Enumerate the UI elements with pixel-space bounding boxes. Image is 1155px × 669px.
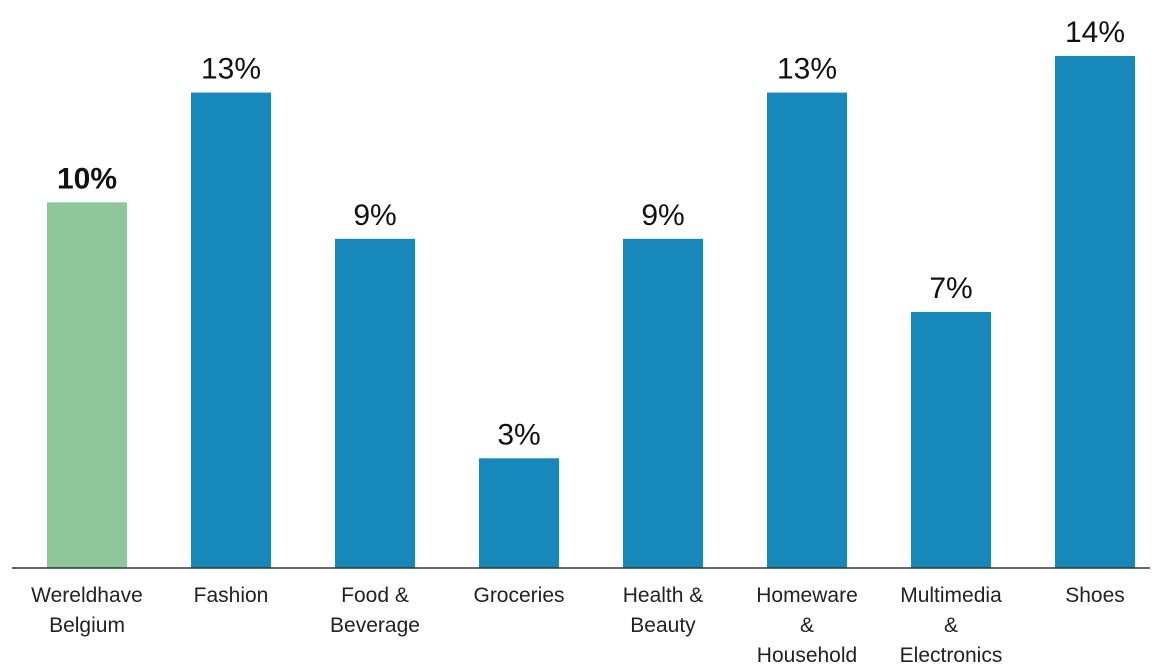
- bars-group: [47, 56, 1135, 569]
- category-label-4-line-0: Health &: [623, 584, 704, 607]
- bar-1: [191, 92, 271, 569]
- value-label-6: 7%: [929, 272, 972, 305]
- bar-4: [623, 238, 703, 568]
- bar-2: [335, 238, 415, 568]
- value-labels-group: 10% 13% 9% 3% 9% 13% 7% 14%: [57, 16, 1125, 451]
- category-label-2: Food & Beverage: [330, 584, 420, 637]
- category-label-2-line-0: Food &: [341, 584, 409, 607]
- value-label-0: 10%: [57, 162, 117, 195]
- value-label-2: 9%: [353, 199, 396, 232]
- category-labels-group: Wereldhave Belgium Fashion Food & Beverage Gr…: [31, 584, 1125, 667]
- category-label-3: Groceries: [473, 584, 564, 607]
- value-label-3: 3%: [497, 418, 540, 451]
- bar-0: [47, 202, 127, 569]
- value-label-7: 14%: [1065, 16, 1125, 49]
- category-label-5: Homeware & Household: [756, 584, 858, 667]
- category-label-0-line-0: Wereldhave: [31, 584, 143, 607]
- category-label-0: Wereldhave Belgium: [31, 584, 143, 637]
- value-label-1: 13%: [201, 53, 261, 86]
- category-label-6-line-0: Multimedia: [900, 584, 1002, 607]
- bar-3: [479, 458, 559, 568]
- category-label-2-line-1: Beverage: [330, 614, 420, 637]
- category-label-6: Multimedia & Electronics: [900, 584, 1003, 667]
- category-label-5-line-1: &: [800, 614, 814, 637]
- category-label-3-line-0: Groceries: [473, 584, 564, 607]
- category-label-7: Shoes: [1065, 584, 1125, 607]
- bar-5: [767, 92, 847, 569]
- category-label-5-line-0: Homeware: [756, 584, 858, 607]
- category-label-6-line-2: Electronics: [900, 644, 1003, 667]
- category-label-4: Health & Beauty: [623, 584, 704, 637]
- bar-7: [1055, 56, 1135, 568]
- category-label-4-line-1: Beauty: [630, 614, 696, 637]
- category-label-7-line-0: Shoes: [1065, 584, 1125, 607]
- category-label-6-line-1: &: [944, 614, 958, 637]
- value-label-4: 9%: [641, 199, 684, 232]
- bar-6: [911, 312, 991, 568]
- category-label-5-line-2: Household: [757, 644, 857, 667]
- category-label-0-line-1: Belgium: [49, 614, 125, 637]
- category-label-1: Fashion: [194, 584, 269, 607]
- value-label-5: 13%: [777, 53, 837, 86]
- category-label-1-line-0: Fashion: [194, 584, 269, 607]
